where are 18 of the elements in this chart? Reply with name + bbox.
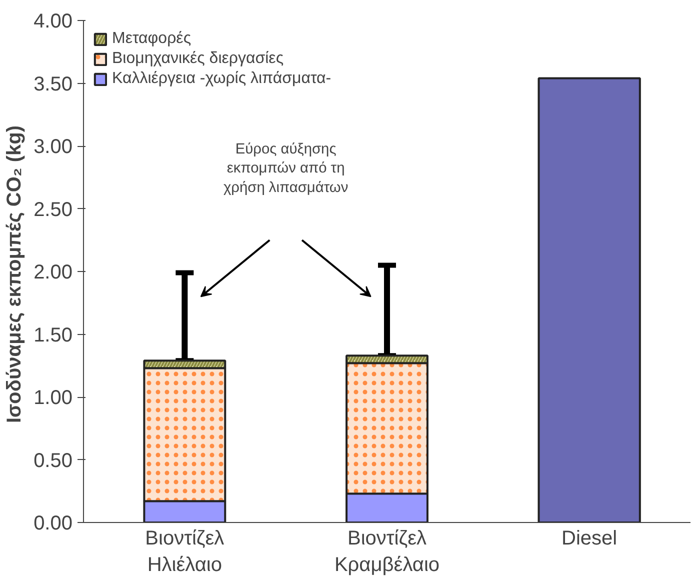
legend-label: Καλλιέργεια -χωρίς λιπάσματα-: [112, 70, 332, 88]
legend-label: Μεταφορές: [112, 30, 192, 48]
x-tick-label: Diesel: [562, 528, 618, 550]
bar: [538, 77, 641, 522]
annotation: Εύρος αύξησης εκπομπών από τη χρήση λιπασμάτων: [223, 141, 348, 196]
x-tick-label: Βιοντίζελ Ηλιέλαιο: [145, 528, 224, 576]
x-tick-label: Βιοντίζελ Κραμβέλαιο: [334, 528, 440, 576]
y-tick-label: 1.50: [34, 324, 73, 346]
y-tick-label: 2.00: [34, 262, 73, 284]
y-tick-label: 3.00: [34, 136, 73, 158]
y-tick-label: 4.00: [34, 10, 73, 32]
y-tick-label: 0.00: [34, 512, 73, 534]
y-tick-label: 3.50: [34, 73, 73, 96]
y-tick-label: 2.50: [34, 198, 73, 221]
y-tick-label: 0.50: [34, 450, 73, 472]
legend-label: Βιομηχανικές διεργασίες: [112, 50, 284, 68]
y-tick-label: 1.00: [34, 387, 73, 409]
y-axis-title: Ισοδύναμες εκπομπές CO₂ (kg): [4, 125, 26, 424]
